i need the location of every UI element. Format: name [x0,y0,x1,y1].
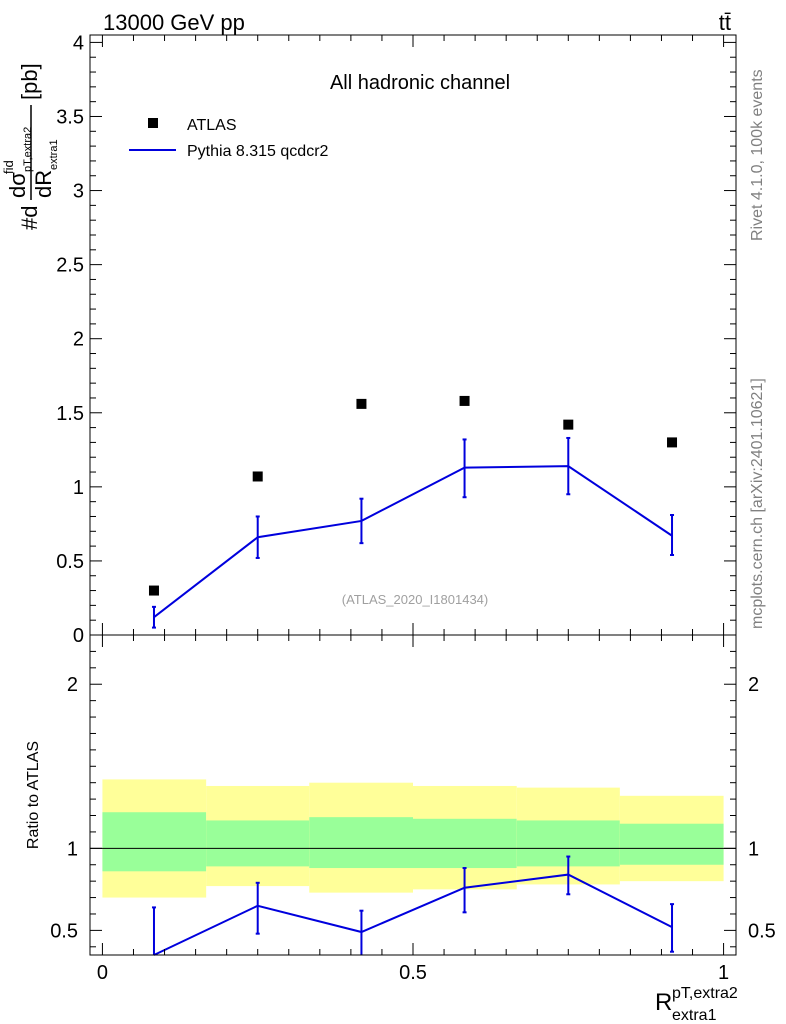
ratio-y-tick-label-right: 0.5 [748,920,776,942]
y-tick-label: 2 [73,329,84,351]
ratio-y-tick-label: 2 [67,674,78,696]
ratio-inner-band [206,820,310,867]
energy-label: 13000 GeV pp [103,10,245,35]
ratio-bands [102,779,724,898]
atlas-point [667,437,678,448]
atlas-point [148,585,159,596]
ratio-inner-band [413,818,517,869]
ratio-inner-band [309,817,413,869]
ratio-data [151,855,675,956]
pythia-line [153,465,673,619]
process-label: tt̄ [719,10,731,35]
y-tick-label: 3.5 [56,106,84,128]
svg-text:extra1: extra1 [48,139,60,170]
y-tick-label: 4 [73,32,84,54]
svg-text:dR: dR [31,170,56,198]
main-y-ticks: 0 0.5 1 1.5 2 2.5 3 3.5 4 [56,32,736,647]
svg-text:[pb]: [pb] [17,63,42,100]
chart-title: All hadronic channel [330,72,510,94]
legend-atlas-label: ATLAS [187,117,237,134]
atlas-point [459,395,470,406]
y-tick-label: 3 [73,181,84,203]
ratio-inner-band [619,823,724,865]
main-data [148,395,678,629]
svg-text:extra1: extra1 [672,1007,717,1024]
ratio-panel: 0.5 0.51 12 2 0 0.5 1 Ratio to ATLAS [25,634,776,984]
ratio-y-tick-label: 1 [67,838,78,860]
svg-text:dσ: dσ [5,172,30,198]
x-tick-label: 0 [97,962,108,984]
y-tick-label: 0.5 [56,551,84,573]
svg-text:#d: #d [17,206,42,230]
x-tick-label: 0.5 [399,962,427,984]
atlas-point [356,398,367,409]
svg-text:pT,extra2: pT,extra2 [672,985,738,1002]
y-tick-label: 1 [73,477,84,499]
ratio-inner-band [102,812,207,872]
main-y-axis-label: #d dσ fid pT,extra2 dR extra1 [pb] [1,63,60,230]
ratio-y-tick-label-right: 2 [748,674,759,696]
svg-text:pT,extra2: pT,extra2 [22,127,34,172]
x-tick-label: 1 [718,962,729,984]
ratio-x-ticks: 0 0.5 1 [97,635,729,984]
y-tick-label: 2.5 [56,255,84,277]
atlas-point [252,471,263,482]
atlas-point [563,419,574,430]
ratio-y-axis-label: Ratio to ATLAS [25,741,42,849]
ratio-y-tick-label: 0.5 [50,920,78,942]
ratio-y-ticks: 0.5 0.5 1 1 2 2 [50,634,776,948]
legend-atlas-marker [148,118,158,128]
svg-text:R: R [655,989,672,1016]
legend: ATLAS Pythia 8.315 qcdcr2 [129,117,329,160]
svg-text:fid: fid [1,160,16,174]
main-panel: 0 0.5 1 1.5 2 2.5 3 3.5 4 All hadronic channel (… [1,32,737,647]
y-tick-label: 1.5 [56,403,84,425]
legend-pythia-label: Pythia 8.315 qcdcr2 [187,143,329,160]
analysis-id: (ATLAS_2020_I1801434) [342,592,488,607]
main-x-ticks [101,35,725,635]
y-tick-label: 0 [73,625,84,647]
x-axis-label: R pT,extra2 extra1 [655,985,738,1024]
ratio-pythia-line [153,873,673,956]
ratio-y-tick-label-right: 1 [748,838,759,860]
mcplots-label: mcplots.cern.ch [arXiv:2401.10621] [749,378,766,629]
rivet-label: Rivet 4.1.0, 100k events [749,69,766,241]
